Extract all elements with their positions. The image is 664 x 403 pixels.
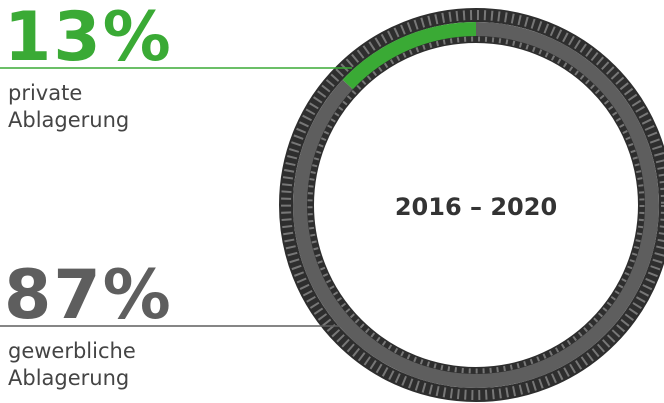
- category-label: private Ablagerung: [8, 80, 129, 134]
- value-label: 13%: [4, 0, 173, 77]
- center-label: 2016 – 2020: [395, 193, 557, 221]
- value-label: 87%: [4, 256, 173, 335]
- category-label: gewerbliche Ablagerung: [8, 338, 136, 392]
- page: 2016 – 2020 13%87% (() => { const data =…: [0, 0, 664, 403]
